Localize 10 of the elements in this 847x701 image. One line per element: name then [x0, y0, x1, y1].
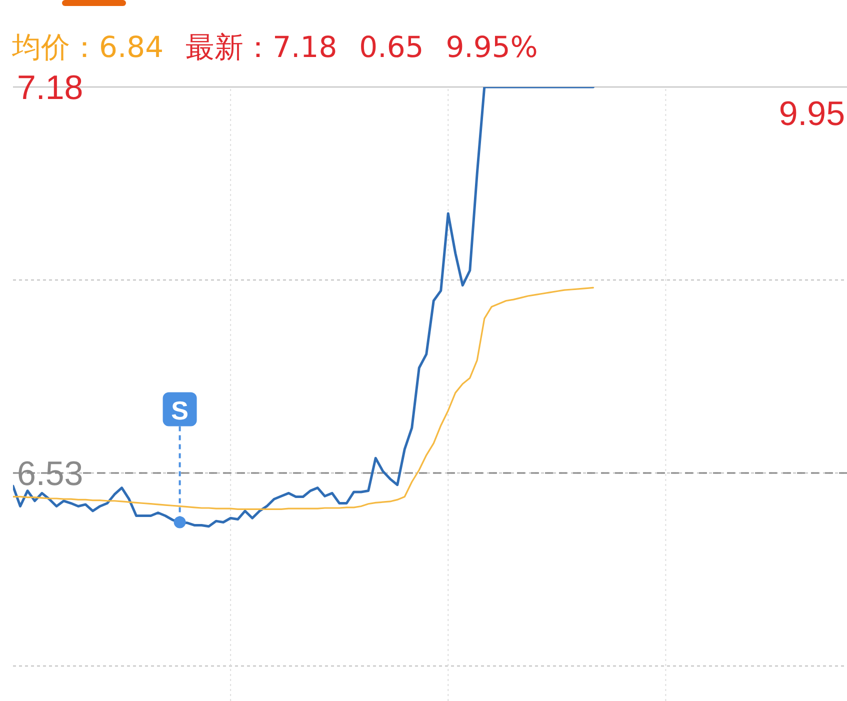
- y-tick-label: 6.53: [17, 454, 84, 493]
- text: 最新：: [186, 30, 273, 64]
- line-series: [13, 286, 594, 510]
- annotation: S: [171, 395, 188, 426]
- text: 均价：: [12, 30, 99, 64]
- text: 6.84: [99, 30, 164, 64]
- text: 0.65: [359, 30, 424, 64]
- annotation: 9.95: [778, 95, 845, 134]
- text: 7.18: [272, 30, 338, 64]
- text: 9.95%: [446, 30, 538, 64]
